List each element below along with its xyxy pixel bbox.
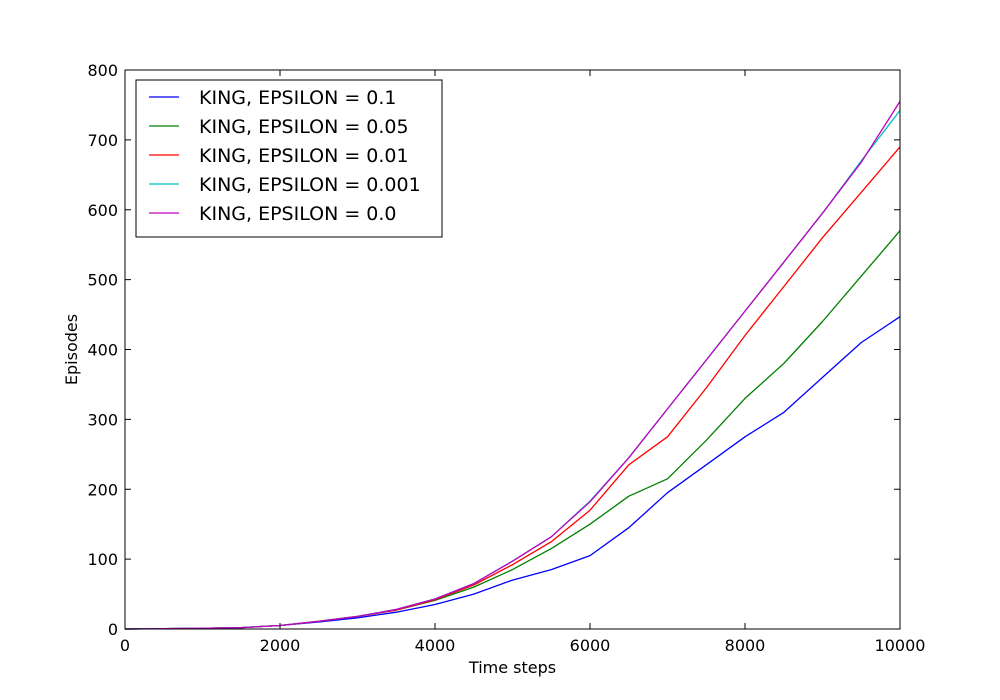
x-tick-label: 8000 [725,636,766,655]
y-tick-label: 800 [87,61,118,80]
y-tick-label: 200 [87,480,118,499]
y-tick-label: 0 [108,620,118,639]
legend-label: KING, EPSILON = 0.001 [199,174,421,196]
ticks-layer: 0 2000 4000 6000 8000 10000 0 100 200 300 400 500 60… [87,61,925,655]
x-axis-label: Time steps [468,658,556,677]
legend-box [135,79,443,238]
y-tick-label: 400 [87,341,118,360]
series-line-5 [124,101,901,630]
y-axis-label: Episodes [62,314,81,385]
legend-label: KING, EPSILON = 0.0 [199,203,397,225]
series-layer [124,101,901,630]
x-tick-label: 4000 [415,636,456,655]
y-tick-label: 500 [87,271,118,290]
x-tick-label: 0 [120,636,130,655]
x-tick-label: 6000 [570,636,611,655]
y-tick-label: 600 [87,201,118,220]
legend: KING, EPSILON = 0.1 KING, EPSILON = 0.05 K… [135,79,443,238]
y-tick-label: 700 [87,131,118,150]
series-line-2 [124,230,901,630]
x-tick-label: 10000 [875,636,926,655]
legend-label: KING, EPSILON = 0.01 [199,145,409,167]
legend-label: KING, EPSILON = 0.1 [199,87,397,109]
y-tick-label: 300 [87,410,118,429]
x-tick-label: 2000 [260,636,301,655]
legend-label: KING, EPSILON = 0.05 [199,116,409,138]
y-tick-label: 100 [87,550,118,569]
